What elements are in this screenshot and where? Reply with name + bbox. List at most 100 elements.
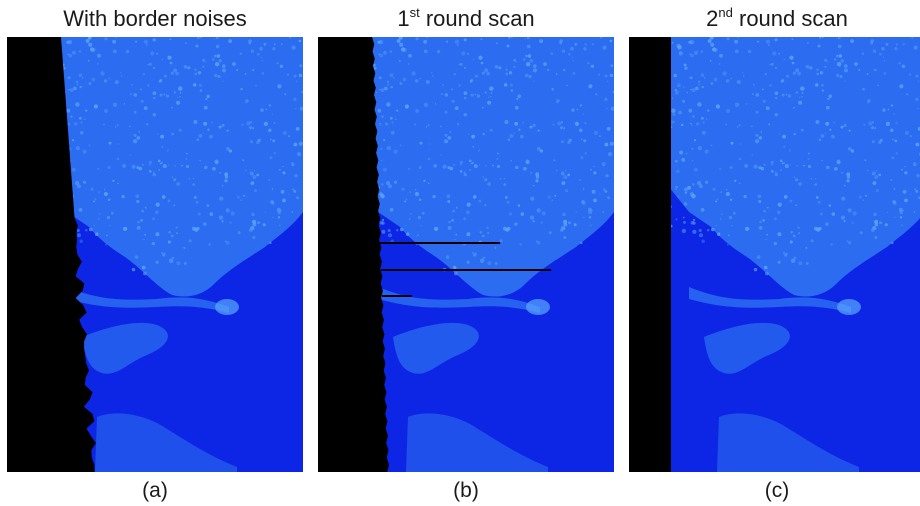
speckle: [550, 52, 553, 55]
speckle: [219, 196, 224, 201]
speckle: [196, 138, 199, 141]
speckle: [568, 138, 572, 142]
speckle: [224, 179, 228, 183]
speckle: [402, 48, 407, 52]
speckle: [755, 110, 759, 114]
speckle: [591, 189, 596, 194]
speckle: [76, 229, 80, 232]
speckle: [852, 211, 857, 216]
speckle: [879, 221, 882, 225]
speckle: [837, 37, 841, 40]
speckle: [914, 188, 917, 191]
speckle: [263, 44, 266, 46]
speckle: [821, 37, 824, 39]
speckle: [114, 126, 117, 128]
speckle: [774, 66, 777, 69]
speckle: [77, 184, 81, 189]
speckle: [886, 211, 889, 214]
speckle: [758, 136, 762, 140]
speckle: [179, 92, 182, 94]
speckle: [423, 39, 427, 44]
speckle: [68, 53, 73, 58]
speckle: [392, 77, 395, 79]
speckle: [479, 231, 482, 234]
speckle: [249, 126, 252, 130]
panel-a: With border noises (a): [7, 0, 303, 506]
speckle: [268, 178, 271, 181]
speckle: [219, 171, 222, 174]
speckle: [442, 84, 444, 86]
speckle: [751, 125, 753, 128]
speckle: [489, 86, 494, 91]
speckle: [791, 38, 794, 41]
speckle: [169, 61, 173, 65]
speckle: [593, 171, 597, 175]
speckle: [689, 53, 692, 55]
speckle: [682, 216, 685, 219]
speckle: [504, 120, 509, 124]
speckle: [734, 39, 738, 44]
speckle: [570, 46, 574, 51]
speckle: [769, 84, 772, 87]
speckle: [560, 121, 564, 124]
speckle: [893, 188, 896, 190]
speckle: [471, 161, 474, 165]
speckle: [726, 243, 729, 246]
speckle: [202, 59, 205, 62]
speckle: [291, 211, 294, 213]
speckle: [525, 73, 529, 78]
speckle: [765, 39, 771, 44]
speckle: [137, 220, 140, 224]
speckle: [158, 169, 161, 172]
speckle: [836, 62, 842, 67]
speckle: [584, 122, 587, 125]
speckle: [252, 227, 255, 230]
speckle: [722, 71, 727, 76]
speckle: [530, 171, 533, 174]
speckle: [861, 52, 864, 55]
speckle: [455, 233, 458, 236]
speckle: [379, 192, 383, 197]
speckle: [144, 233, 147, 236]
speckle: [473, 164, 478, 169]
speckle: [176, 100, 181, 105]
speckle: [581, 138, 583, 141]
black-border: [629, 37, 671, 472]
speckle: [475, 252, 477, 255]
speckle: [440, 125, 442, 128]
speckle: [484, 178, 488, 182]
speckle: [506, 200, 510, 204]
speckle: [915, 190, 919, 193]
speckle: [777, 202, 782, 207]
speckle: [232, 62, 236, 66]
speckle: [715, 104, 720, 109]
speckle: [386, 80, 390, 83]
speckle: [552, 123, 555, 126]
speckle: [497, 165, 500, 168]
speckle: [529, 125, 533, 129]
speckle: [294, 174, 298, 178]
speckle: [783, 145, 786, 148]
speckle: [798, 182, 802, 186]
speckle: [450, 88, 453, 91]
speckle: [459, 170, 462, 172]
speckle: [729, 198, 733, 201]
speckle: [96, 63, 99, 65]
speckle: [871, 228, 875, 232]
speckle: [770, 160, 774, 164]
speckle: [273, 152, 276, 155]
speckle: [426, 37, 428, 39]
speckle: [276, 207, 281, 212]
speckle: [819, 212, 823, 216]
coast-patch: [95, 413, 237, 472]
speckle: [273, 43, 276, 46]
speckle: [835, 54, 839, 58]
speckle: [677, 83, 681, 88]
speckle: [801, 92, 804, 94]
speckle: [498, 66, 502, 70]
speckle: [807, 158, 810, 160]
speckle: [428, 158, 431, 160]
speckle: [226, 129, 229, 132]
speckle: [221, 123, 225, 127]
speckle: [808, 165, 811, 168]
